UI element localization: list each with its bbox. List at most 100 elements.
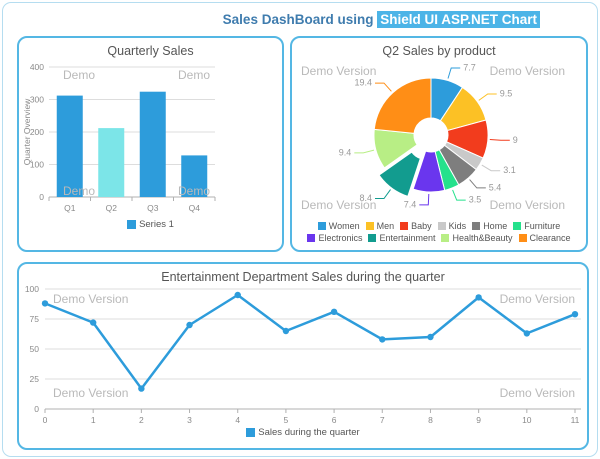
bar-Q2[interactable]: [98, 128, 125, 197]
x-axis-tick-label: 9: [476, 415, 481, 425]
data-point-marker[interactable]: [571, 311, 579, 318]
legend-swatch: [518, 234, 527, 242]
legend-item-series1[interactable]: Series 1: [127, 219, 174, 230]
pie-label-leader-line: [469, 179, 486, 189]
y-axis-tick-label: 0: [34, 404, 39, 414]
x-axis-tick-label: 3: [187, 415, 192, 425]
line-series: [43, 293, 577, 390]
legend-swatch: [246, 428, 256, 437]
x-axis-tick-label: 2: [139, 415, 144, 425]
page-title: Sales DashBoard using Shield UI ASP.NET …: [222, 11, 540, 28]
data-point-marker[interactable]: [89, 319, 97, 326]
x-axis-category-label: Q3: [147, 203, 159, 213]
legend-swatch: [472, 222, 481, 230]
bar-Q3[interactable]: [139, 91, 166, 197]
pie-slice-value-label: 3.1: [503, 165, 516, 175]
x-axis-tick-label: 1: [91, 415, 96, 425]
x-axis-category-label: Q1: [64, 203, 76, 213]
page-title-text: Sales DashBoard using: [222, 12, 378, 27]
quarterly-sales-bar-chart: 0 100 200 300 400 Q1 Q2 Q3 Q4 Quarter Overview Dem…: [22, 62, 216, 213]
demo-watermark: Demo: [178, 68, 210, 82]
legend-label: Clearance: [529, 233, 571, 243]
demo-watermark: Demo Version: [53, 386, 128, 400]
data-point-marker[interactable]: [427, 333, 434, 341]
demo-watermark: Demo Version: [301, 198, 376, 212]
legend-item-clearance[interactable]: Clearance: [518, 233, 571, 243]
legend-item-entertainment[interactable]: Entertainment: [368, 233, 435, 243]
data-point-marker[interactable]: [282, 327, 290, 335]
legend-item-sales-during-quarter[interactable]: Sales during the quarter: [246, 427, 360, 438]
legend-label: Women: [328, 221, 360, 231]
demo-watermark: Demo: [178, 184, 210, 198]
y-axis-tick-label: 400: [30, 62, 44, 72]
data-point-marker[interactable]: [475, 294, 482, 301]
legend-label: Series 1: [139, 219, 174, 230]
bar-Q4[interactable]: [181, 155, 208, 197]
x-axis-tick-label: 10: [522, 415, 532, 425]
y-axis-tick-label: 50: [30, 344, 40, 354]
legend-item-kids[interactable]: Kids: [437, 221, 466, 231]
data-point-marker[interactable]: [523, 330, 531, 337]
data-point-marker[interactable]: [138, 385, 145, 392]
legend-item-women[interactable]: Women: [317, 221, 360, 231]
legend-swatch: [513, 222, 522, 230]
pie-slice-entertainment[interactable]: [378, 151, 421, 197]
pie-label-leader-line: [375, 189, 391, 199]
data-point-marker[interactable]: [330, 308, 338, 315]
data-point-marker[interactable]: [234, 291, 241, 299]
y-axis-tick-label: 200: [30, 127, 44, 137]
x-axis-tick-label: 4: [235, 415, 240, 425]
pie-slice-value-label: 19.4: [354, 78, 372, 88]
y-axis-tick-label: 25: [30, 374, 40, 384]
pie-label-leader-line: [478, 93, 497, 101]
legend-item-health-beauty[interactable]: Health&Beauty: [441, 233, 513, 243]
x-axis-tick-label: 0: [43, 415, 48, 425]
bar-Q1[interactable]: [56, 95, 83, 197]
y-axis-tick-label: 75: [30, 314, 40, 324]
bar-chart-legend[interactable]: Series 1: [19, 217, 282, 230]
demo-watermark: Demo Version: [500, 292, 575, 306]
data-point-marker[interactable]: [379, 336, 386, 343]
demo-watermark: Demo: [63, 184, 95, 198]
legend-item-electronics[interactable]: Electronics: [307, 233, 362, 243]
data-point-marker[interactable]: [41, 300, 49, 307]
legend-label: Entertainment: [379, 233, 436, 243]
pie-label-leader-line: [452, 189, 466, 201]
entertainment-sales-line-chart: 0 25 50 75 100 0 1 2 3 4 5 6 7 8 9 10 11 Demo Version Demo…: [25, 285, 581, 425]
demo-watermark: Demo Version: [53, 292, 128, 306]
pie-slice-electronics[interactable]: [412, 150, 446, 193]
legend-label: Home: [483, 221, 508, 231]
demo-watermark: Demo Version: [301, 64, 376, 78]
legend-item-furniture[interactable]: Furniture: [513, 221, 560, 231]
demo-watermark: Demo: [63, 68, 95, 82]
legend-item-baby[interactable]: Baby: [400, 221, 432, 231]
legend-label: Baby: [411, 221, 432, 231]
legend-swatch: [441, 234, 450, 242]
pie-label-leader-line: [354, 149, 375, 154]
legend-swatch: [307, 234, 316, 242]
x-axis-category-label: Q2: [106, 203, 118, 213]
x-axis-tick-label: 5: [284, 415, 289, 425]
legend-item-men[interactable]: Men: [365, 221, 394, 231]
panel-q2-sales-by-product: Q2 Sales by product 7.7 9.5 9 3.1 5.4 3.5 7.4 8…: [290, 36, 588, 252]
pie-slice-value-label: 5.4: [489, 182, 502, 192]
legend-swatch: [437, 222, 446, 230]
pie-label-leader-line: [489, 139, 510, 141]
legend-label: Health&Beauty: [452, 233, 513, 243]
pie-chart-legend[interactable]: Women Men Baby Kids Home Furniture Electronics…: [292, 219, 586, 243]
legend-item-home[interactable]: Home: [472, 221, 507, 231]
x-axis-tick-label: 11: [571, 415, 580, 425]
legend-swatch: [127, 220, 137, 229]
x-axis-tick-label: 8: [428, 415, 433, 425]
pie-label-leader-line: [419, 193, 430, 206]
legend-swatch: [368, 234, 377, 242]
pie-slice-clearance[interactable]: [373, 77, 432, 134]
line-chart-legend[interactable]: Sales during the quarter: [19, 425, 587, 438]
panel-entertainment-sales: Entertainment Department Sales during th…: [17, 262, 589, 450]
x-axis-tick-label: 7: [380, 415, 385, 425]
data-point-marker[interactable]: [186, 321, 193, 329]
y-axis-tick-label: 100: [30, 160, 44, 170]
pie-label-leader-line: [375, 82, 392, 92]
